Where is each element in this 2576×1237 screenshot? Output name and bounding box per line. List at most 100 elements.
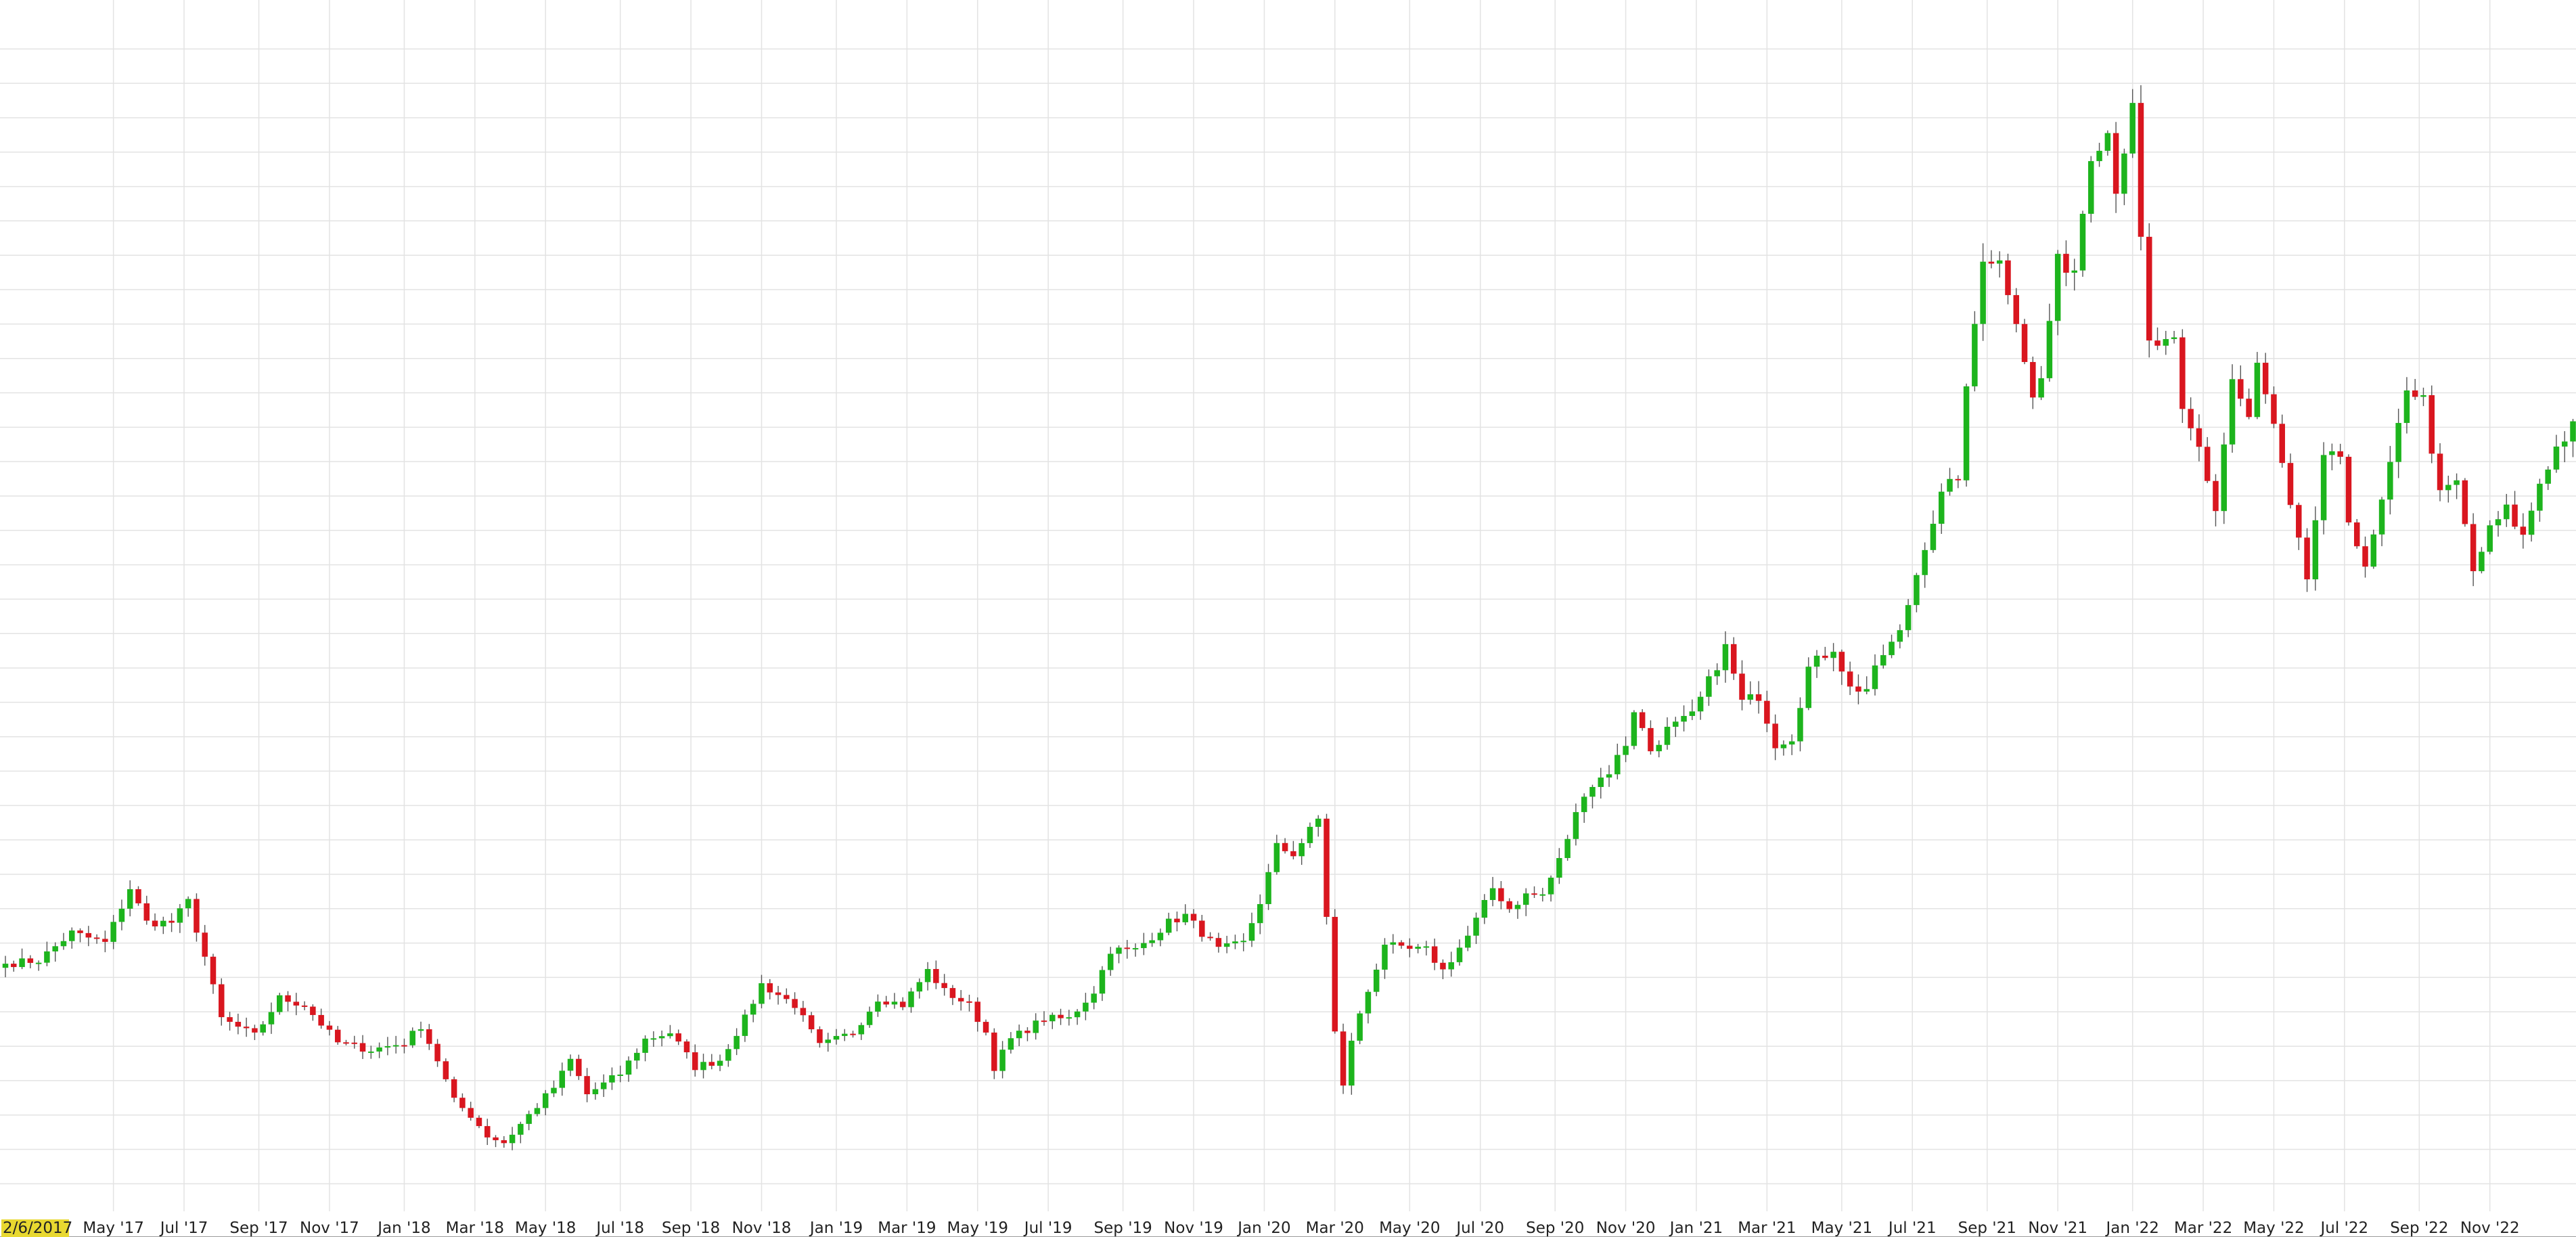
candle [600,1074,607,1098]
candle-body-up [1083,1002,1089,1012]
candle [260,1020,266,1036]
candle [2362,536,2368,578]
candle [1722,631,1729,683]
candle [866,1006,873,1028]
candle-body-down [93,937,100,939]
x-tick-label: Mar '22 [2174,1219,2232,1237]
candle-body-up [44,951,50,963]
candle-body-down [1822,655,1828,658]
candle [1282,838,1288,854]
candle [118,899,125,930]
candle-body-up [1223,943,1230,947]
candle [285,991,291,1012]
candle [2038,365,2044,401]
candle [1357,1010,1363,1045]
candle-body-down [784,995,790,999]
candle [384,1037,391,1056]
candle-body-down [459,1098,466,1108]
candle-body-up [1689,711,1696,717]
candle [1730,637,1737,680]
candle-body-up [1623,746,1629,755]
candle [1930,510,1937,553]
candle-body-down [1024,1031,1031,1033]
candle [592,1082,599,1100]
candle-body-up [2088,161,2094,214]
candle [2495,511,2502,537]
candle-body-up [1489,888,1496,901]
candle-body-down [1290,851,1296,857]
candle [733,1028,740,1056]
x-tick-label: Jul '19 [1023,1219,1072,1237]
x-tick-label: Nov '18 [732,1219,792,1237]
candle [2528,502,2535,542]
candle-body-up [725,1049,731,1061]
candle [1988,250,1995,269]
candle-body-up [1481,900,1488,918]
candle [2246,388,2252,420]
candle [1747,681,1754,705]
candle [2013,288,2020,333]
candle-body-up [750,1004,756,1015]
candle-body-down [2287,463,2294,505]
candle [2403,377,2410,434]
candle-body-down [817,1029,823,1043]
x-tick-label: Sep '17 [229,1219,288,1237]
candle [875,994,881,1017]
x-tick-label: Sep '19 [1094,1219,1152,1237]
candle [833,1029,840,1045]
candle-body-up [19,958,25,968]
candle [700,1054,706,1079]
candle [2262,353,2269,404]
candle-body-down [243,1027,250,1029]
candle-body-up [2221,444,2228,512]
candle [2378,497,2385,547]
candle [152,913,158,931]
candle [1157,928,1164,947]
candle-body-up [160,920,166,926]
candle-body-down [194,899,200,933]
candle-body-up [2038,378,2044,398]
candle-body-up [384,1045,391,1048]
candle-body-up [1747,694,1754,700]
candle [2204,436,2211,483]
candle [1165,912,1172,936]
candle [68,927,75,949]
candle [1689,699,1696,721]
candle-body-down [2470,524,2477,572]
candle-body-up [1914,575,1920,606]
candle-body-up [1522,893,1529,905]
candle [1099,966,1106,1002]
candle [1606,765,1612,787]
candle [542,1089,549,1116]
x-tick-label: May '17 [83,1219,143,1237]
candle [1963,383,1970,487]
candle [1631,710,1637,750]
candle-body-down [1041,1020,1047,1022]
candle-body-up [2312,520,2319,580]
candle-body-down [683,1041,690,1053]
candle [850,1031,856,1038]
candle [999,1041,1005,1079]
candle-body-down [775,992,782,995]
candle [974,997,981,1032]
candle-body-up [2071,270,2077,273]
candle [800,1001,807,1022]
candle [194,893,200,942]
candle [933,960,939,989]
candle [44,941,50,966]
candle [1905,599,1912,637]
candle [1955,475,1962,489]
candle-body-down [293,1002,300,1006]
candle-body-up [1365,991,1372,1014]
candle-body-down [135,889,141,903]
candle [476,1115,482,1129]
candle [168,913,175,932]
candle [1324,813,1330,925]
candle-body-up [1656,744,1662,752]
x-tick-label: Jul '22 [2319,1219,2368,1237]
candle-body-up [1573,812,1579,839]
candle-body-up [1972,323,1978,386]
candle-body-up [1581,796,1587,813]
candle [1813,650,1820,678]
candle [941,974,947,996]
